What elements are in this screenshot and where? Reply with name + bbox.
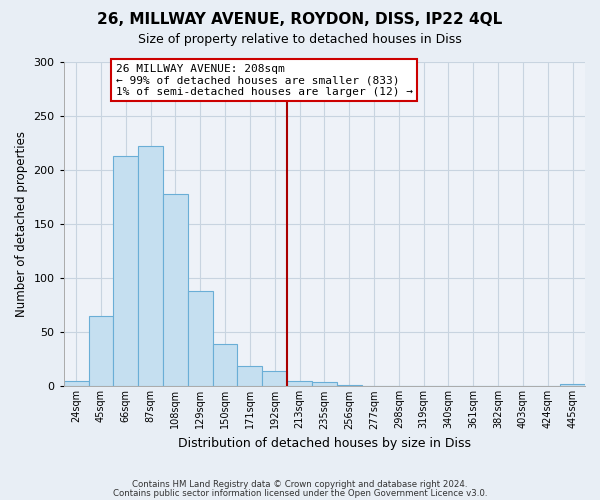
Text: Size of property relative to detached houses in Diss: Size of property relative to detached ho… bbox=[138, 32, 462, 46]
Bar bbox=[287, 381, 312, 386]
Text: 26, MILLWAY AVENUE, ROYDON, DISS, IP22 4QL: 26, MILLWAY AVENUE, ROYDON, DISS, IP22 4… bbox=[97, 12, 503, 28]
Bar bbox=[64, 381, 89, 386]
Text: 26 MILLWAY AVENUE: 208sqm
← 99% of detached houses are smaller (833)
1% of semi-: 26 MILLWAY AVENUE: 208sqm ← 99% of detac… bbox=[116, 64, 413, 97]
Bar bbox=[262, 371, 287, 386]
Bar bbox=[238, 366, 262, 386]
Bar bbox=[188, 291, 212, 386]
Bar bbox=[138, 146, 163, 386]
Text: Contains HM Land Registry data © Crown copyright and database right 2024.: Contains HM Land Registry data © Crown c… bbox=[132, 480, 468, 489]
Bar bbox=[113, 156, 138, 386]
X-axis label: Distribution of detached houses by size in Diss: Distribution of detached houses by size … bbox=[178, 437, 471, 450]
Bar bbox=[560, 384, 585, 386]
Bar bbox=[312, 382, 337, 386]
Bar bbox=[163, 194, 188, 386]
Text: Contains public sector information licensed under the Open Government Licence v3: Contains public sector information licen… bbox=[113, 488, 487, 498]
Bar bbox=[212, 344, 238, 387]
Bar bbox=[89, 316, 113, 386]
Y-axis label: Number of detached properties: Number of detached properties bbox=[15, 131, 28, 317]
